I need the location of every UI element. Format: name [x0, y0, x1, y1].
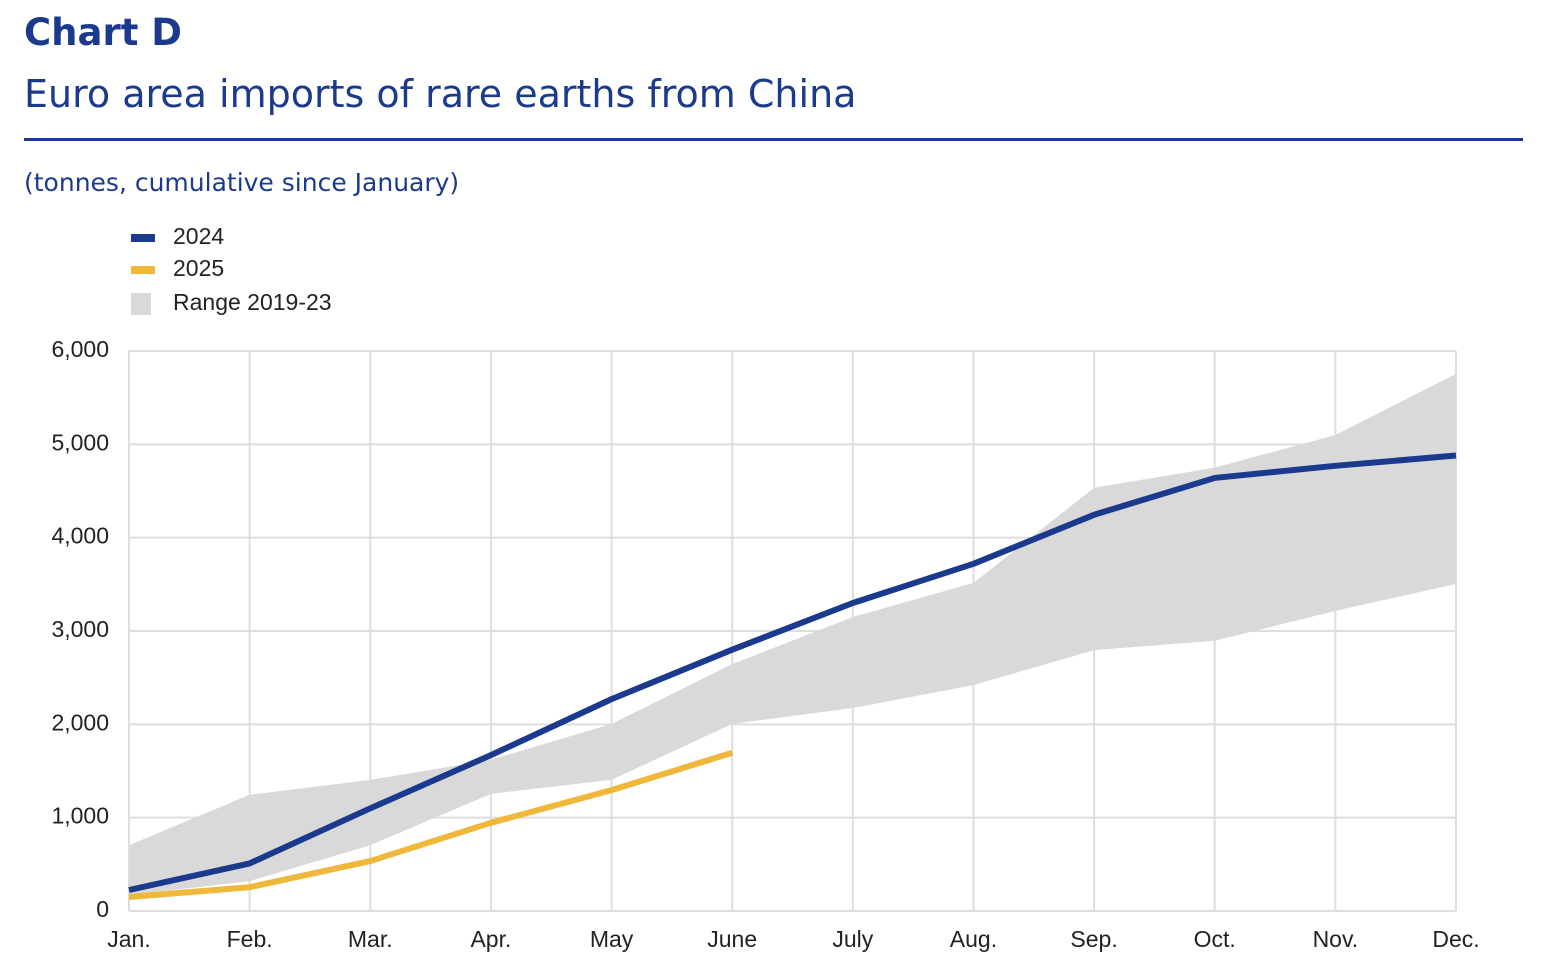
- legend-swatch: [131, 234, 155, 242]
- x-tick-label: Mar.: [348, 926, 393, 952]
- series-line: [128, 452, 1457, 893]
- legend-swatch: [131, 293, 151, 315]
- x-tick-label: Sep.: [1070, 926, 1117, 952]
- chart-subtitle: Euro area imports of rare earths from Ch…: [24, 72, 856, 116]
- y-tick-label: 6,000: [51, 336, 109, 362]
- y-tick-label: 3,000: [51, 616, 109, 642]
- series-line: [128, 749, 734, 900]
- x-tick-label: July: [832, 926, 873, 952]
- x-tick-label: Aug.: [950, 926, 997, 952]
- y-tick-label: 2,000: [51, 709, 109, 735]
- x-tick-label: May: [590, 926, 634, 952]
- x-tick-label: Feb.: [227, 926, 273, 952]
- x-tick-label: Nov.: [1313, 926, 1359, 952]
- y-tick-label: 5,000: [51, 429, 109, 455]
- x-tick-label: June: [707, 926, 757, 952]
- x-tick-label: Jan.: [107, 926, 150, 952]
- x-tick-label: Oct.: [1194, 926, 1236, 952]
- chart-title: Chart D: [24, 11, 182, 54]
- unit-label: (tonnes, cumulative since January): [24, 168, 459, 197]
- legend-swatch: [131, 266, 155, 274]
- legend-label: 2024: [173, 223, 224, 249]
- legend-label: 2025: [173, 255, 224, 281]
- y-tick-label: 1,000: [51, 803, 109, 829]
- y-tick-label: 4,000: [51, 523, 109, 549]
- x-tick-label: Apr.: [470, 926, 511, 952]
- y-tick-label: 0: [96, 896, 109, 922]
- legend-label: Range 2019-23: [173, 289, 332, 315]
- x-tick-label: Dec.: [1432, 926, 1479, 952]
